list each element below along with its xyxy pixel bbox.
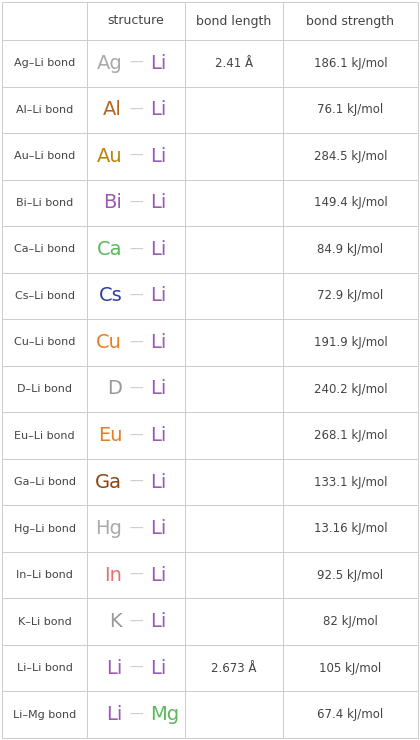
- Text: Li: Li: [150, 193, 167, 212]
- Text: Bi–Li bond: Bi–Li bond: [16, 198, 73, 208]
- Text: Li: Li: [150, 240, 167, 259]
- Text: D: D: [107, 380, 122, 399]
- Text: 72.9 kJ/mol: 72.9 kJ/mol: [317, 289, 383, 303]
- Text: Li: Li: [150, 519, 167, 538]
- Text: —: —: [129, 475, 143, 489]
- Text: 105 kJ/mol: 105 kJ/mol: [319, 662, 381, 675]
- Text: —: —: [129, 56, 143, 70]
- Text: 240.2 kJ/mol: 240.2 kJ/mol: [314, 383, 387, 395]
- Text: Li: Li: [106, 659, 122, 678]
- Text: Ca–Li bond: Ca–Li bond: [14, 244, 75, 255]
- Text: Li: Li: [150, 54, 167, 73]
- Text: K–Li bond: K–Li bond: [18, 616, 71, 627]
- Text: Li–Mg bond: Li–Mg bond: [13, 710, 76, 720]
- Text: —: —: [129, 662, 143, 675]
- Text: Ca: Ca: [97, 240, 122, 259]
- Text: —: —: [129, 149, 143, 164]
- Text: Li: Li: [150, 612, 167, 631]
- Text: In–Li bond: In–Li bond: [16, 570, 73, 580]
- Text: —: —: [129, 382, 143, 396]
- Text: —: —: [129, 568, 143, 582]
- Text: 92.5 kJ/mol: 92.5 kJ/mol: [318, 568, 383, 582]
- Text: Li: Li: [106, 705, 122, 724]
- Text: Li: Li: [150, 333, 167, 352]
- Text: —: —: [129, 243, 143, 256]
- Text: 191.9 kJ/mol: 191.9 kJ/mol: [313, 336, 387, 349]
- Text: —: —: [129, 103, 143, 117]
- Text: K: K: [110, 612, 122, 631]
- Text: Ga–Li bond: Ga–Li bond: [13, 477, 76, 487]
- Text: Al: Al: [103, 101, 122, 119]
- Text: Ag–Li bond: Ag–Li bond: [14, 58, 75, 68]
- Text: Li: Li: [150, 659, 167, 678]
- Text: Li: Li: [150, 147, 167, 166]
- Text: 268.1 kJ/mol: 268.1 kJ/mol: [314, 429, 387, 442]
- Text: Hg–Li bond: Hg–Li bond: [13, 524, 76, 534]
- Text: Cs: Cs: [98, 286, 122, 306]
- Text: 2.41 Å: 2.41 Å: [215, 57, 253, 70]
- Text: Au–Li bond: Au–Li bond: [14, 152, 75, 161]
- Text: bond strength: bond strength: [307, 15, 394, 27]
- Text: bond length: bond length: [196, 15, 272, 27]
- Text: —: —: [129, 196, 143, 210]
- Text: Cs–Li bond: Cs–Li bond: [15, 291, 75, 301]
- Text: Bi: Bi: [103, 193, 122, 212]
- Text: 84.9 kJ/mol: 84.9 kJ/mol: [318, 243, 383, 256]
- Text: Mg: Mg: [150, 705, 179, 724]
- Text: 76.1 kJ/mol: 76.1 kJ/mol: [317, 104, 383, 116]
- Text: In: In: [104, 565, 122, 585]
- Text: Li: Li: [150, 380, 167, 399]
- Text: Li: Li: [150, 286, 167, 306]
- Text: 133.1 kJ/mol: 133.1 kJ/mol: [314, 476, 387, 488]
- Text: 13.16 kJ/mol: 13.16 kJ/mol: [314, 522, 387, 535]
- Text: Li: Li: [150, 426, 167, 445]
- Text: Eu: Eu: [98, 426, 122, 445]
- Text: 284.5 kJ/mol: 284.5 kJ/mol: [314, 149, 387, 163]
- Text: Cu: Cu: [96, 333, 122, 352]
- Text: Hg: Hg: [95, 519, 122, 538]
- Text: 149.4 kJ/mol: 149.4 kJ/mol: [313, 196, 387, 209]
- Text: Eu–Li bond: Eu–Li bond: [14, 431, 75, 440]
- Text: —: —: [129, 428, 143, 443]
- Text: 2.673 Å: 2.673 Å: [211, 662, 257, 675]
- Text: Li: Li: [150, 565, 167, 585]
- Text: Li–Li bond: Li–Li bond: [17, 663, 73, 673]
- Text: Li: Li: [150, 101, 167, 119]
- Text: —: —: [129, 707, 143, 722]
- Text: Cu–Li bond: Cu–Li bond: [14, 337, 75, 348]
- Text: Au: Au: [97, 147, 122, 166]
- Text: structure: structure: [108, 15, 165, 27]
- Text: —: —: [129, 615, 143, 629]
- Text: 67.4 kJ/mol: 67.4 kJ/mol: [317, 708, 383, 722]
- Text: —: —: [129, 289, 143, 303]
- Text: 186.1 kJ/mol: 186.1 kJ/mol: [314, 57, 387, 70]
- Text: D–Li bond: D–Li bond: [17, 384, 72, 394]
- Text: 82 kJ/mol: 82 kJ/mol: [323, 615, 378, 628]
- Text: Al–Li bond: Al–Li bond: [16, 105, 73, 115]
- Text: —: —: [129, 335, 143, 349]
- Text: —: —: [129, 522, 143, 536]
- Text: Ag: Ag: [97, 54, 122, 73]
- Text: Li: Li: [150, 473, 167, 491]
- Text: Ga: Ga: [95, 473, 122, 491]
